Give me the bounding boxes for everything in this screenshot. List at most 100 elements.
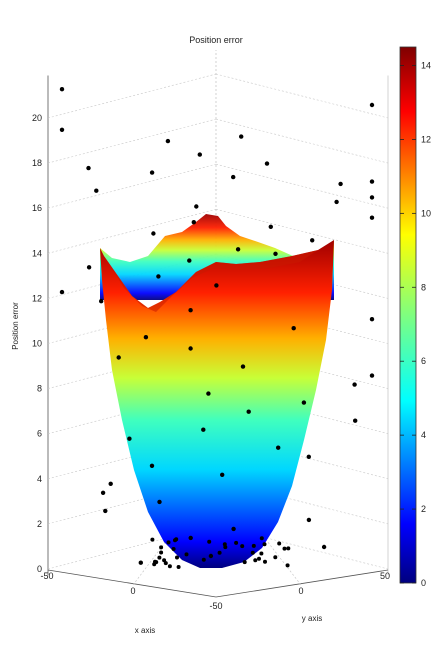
scatter-point bbox=[201, 557, 206, 562]
scatter-point bbox=[188, 308, 193, 313]
scatter-point bbox=[159, 545, 164, 550]
scatter-point bbox=[166, 540, 171, 545]
scatter-point bbox=[176, 565, 181, 569]
colorbar-tick-label: 8 bbox=[421, 282, 426, 292]
scatter-point bbox=[306, 454, 311, 459]
x-tick-label: -50 bbox=[40, 571, 53, 581]
scatter-point bbox=[86, 165, 91, 171]
scatter-point bbox=[301, 400, 307, 405]
scatter-point bbox=[352, 382, 357, 387]
scatter-point bbox=[321, 544, 327, 550]
floor-edge-front-left bbox=[47, 569, 217, 598]
scatter-point bbox=[201, 427, 206, 432]
scatter-point bbox=[286, 546, 291, 551]
scatter-point bbox=[151, 231, 156, 236]
scatter-point bbox=[59, 289, 65, 295]
scatter-point bbox=[217, 550, 222, 555]
scatter-point bbox=[291, 326, 296, 331]
z-tick-label: 0 bbox=[37, 564, 42, 574]
scatter-point bbox=[262, 542, 267, 547]
scatter-point bbox=[207, 539, 212, 544]
scatter-point bbox=[208, 553, 214, 559]
scatter-point bbox=[257, 556, 261, 561]
z-tick-label: 8 bbox=[37, 384, 42, 394]
scatter-point bbox=[259, 536, 264, 541]
scatter-point bbox=[184, 552, 189, 557]
scatter-point bbox=[149, 463, 155, 468]
scatter-point bbox=[175, 555, 179, 560]
colorbar-tick-label: 6 bbox=[421, 356, 426, 366]
grid-line bbox=[215, 163, 389, 209]
grid-line bbox=[215, 118, 389, 164]
scatter-point bbox=[191, 220, 196, 225]
chart-title: Position error bbox=[189, 35, 243, 45]
y-tick-label: 0 bbox=[298, 586, 303, 596]
scatter-point bbox=[246, 409, 251, 414]
scatter-point bbox=[94, 188, 99, 193]
colorbar-gradient bbox=[399, 46, 417, 584]
colorbar-tick-label: 0 bbox=[421, 578, 426, 588]
z-tick-label: 12 bbox=[32, 293, 42, 303]
colorbar-tick-label: 10 bbox=[421, 208, 431, 218]
scatter-point bbox=[220, 472, 225, 477]
scatter-point bbox=[369, 179, 375, 184]
scatter-point bbox=[268, 224, 273, 229]
xy-tick-labels: -50 0 -50 0 50 bbox=[40, 571, 390, 611]
scatter-point bbox=[197, 152, 202, 157]
colorbar-tick-label: 12 bbox=[421, 134, 431, 144]
grid-line bbox=[47, 118, 217, 164]
scatter-point bbox=[127, 436, 132, 441]
scatter-point bbox=[223, 545, 228, 550]
scatter-point bbox=[143, 335, 149, 340]
scatter-point bbox=[149, 170, 155, 175]
colorbar-tick-label: 2 bbox=[421, 504, 426, 514]
colorbar: 0 2 4 6 8 10 12 14 bbox=[399, 46, 431, 588]
scatter-point bbox=[240, 364, 246, 369]
scatter-point bbox=[234, 540, 239, 545]
scatter-point bbox=[259, 551, 264, 556]
x-tick-label: -50 bbox=[209, 601, 222, 611]
x-axis-label: x axis bbox=[135, 626, 155, 635]
scatter-point bbox=[276, 445, 281, 450]
colorbar-tick-label: 4 bbox=[421, 430, 426, 440]
scatter-point bbox=[187, 258, 192, 263]
scatter-point bbox=[59, 127, 65, 132]
scatter-point bbox=[369, 317, 375, 322]
scatter-point bbox=[235, 247, 241, 252]
grid-line bbox=[47, 209, 217, 254]
surface-inner-rim bbox=[104, 250, 318, 312]
x-tick-label: 0 bbox=[130, 586, 135, 596]
scatter-point bbox=[188, 535, 193, 541]
scatter-point bbox=[86, 265, 92, 270]
scatter-point bbox=[156, 274, 161, 279]
scatter-point bbox=[369, 195, 375, 200]
scatter-point bbox=[214, 283, 219, 288]
scatter-point bbox=[242, 560, 247, 565]
scatter-point bbox=[165, 138, 171, 144]
scatter-point bbox=[306, 517, 312, 523]
scatter-point bbox=[59, 87, 65, 92]
scatter-point bbox=[338, 181, 343, 187]
scatter-point bbox=[108, 481, 113, 486]
scatter-point bbox=[150, 537, 155, 542]
error-surface bbox=[100, 214, 334, 568]
scatter-point bbox=[153, 559, 157, 564]
scatter-point bbox=[369, 373, 375, 378]
z-tick-label: 18 bbox=[32, 158, 42, 168]
scatter-point bbox=[188, 346, 193, 351]
scatter-point bbox=[273, 251, 278, 256]
scatter-point bbox=[253, 558, 258, 563]
scatter-point bbox=[353, 418, 358, 423]
scatter-point bbox=[162, 558, 167, 563]
scatter-point bbox=[334, 199, 339, 205]
z-tick-label: 4 bbox=[37, 474, 42, 484]
scatter-point bbox=[231, 526, 236, 532]
z-tick-label: 16 bbox=[32, 203, 42, 213]
scatter-point bbox=[103, 508, 108, 514]
z-tick-label: 2 bbox=[37, 519, 42, 529]
scatter-point bbox=[369, 215, 375, 220]
scatter-point bbox=[231, 174, 236, 180]
scatter-point bbox=[250, 550, 255, 555]
scatter-point bbox=[239, 134, 244, 139]
scatter-point bbox=[171, 547, 176, 551]
